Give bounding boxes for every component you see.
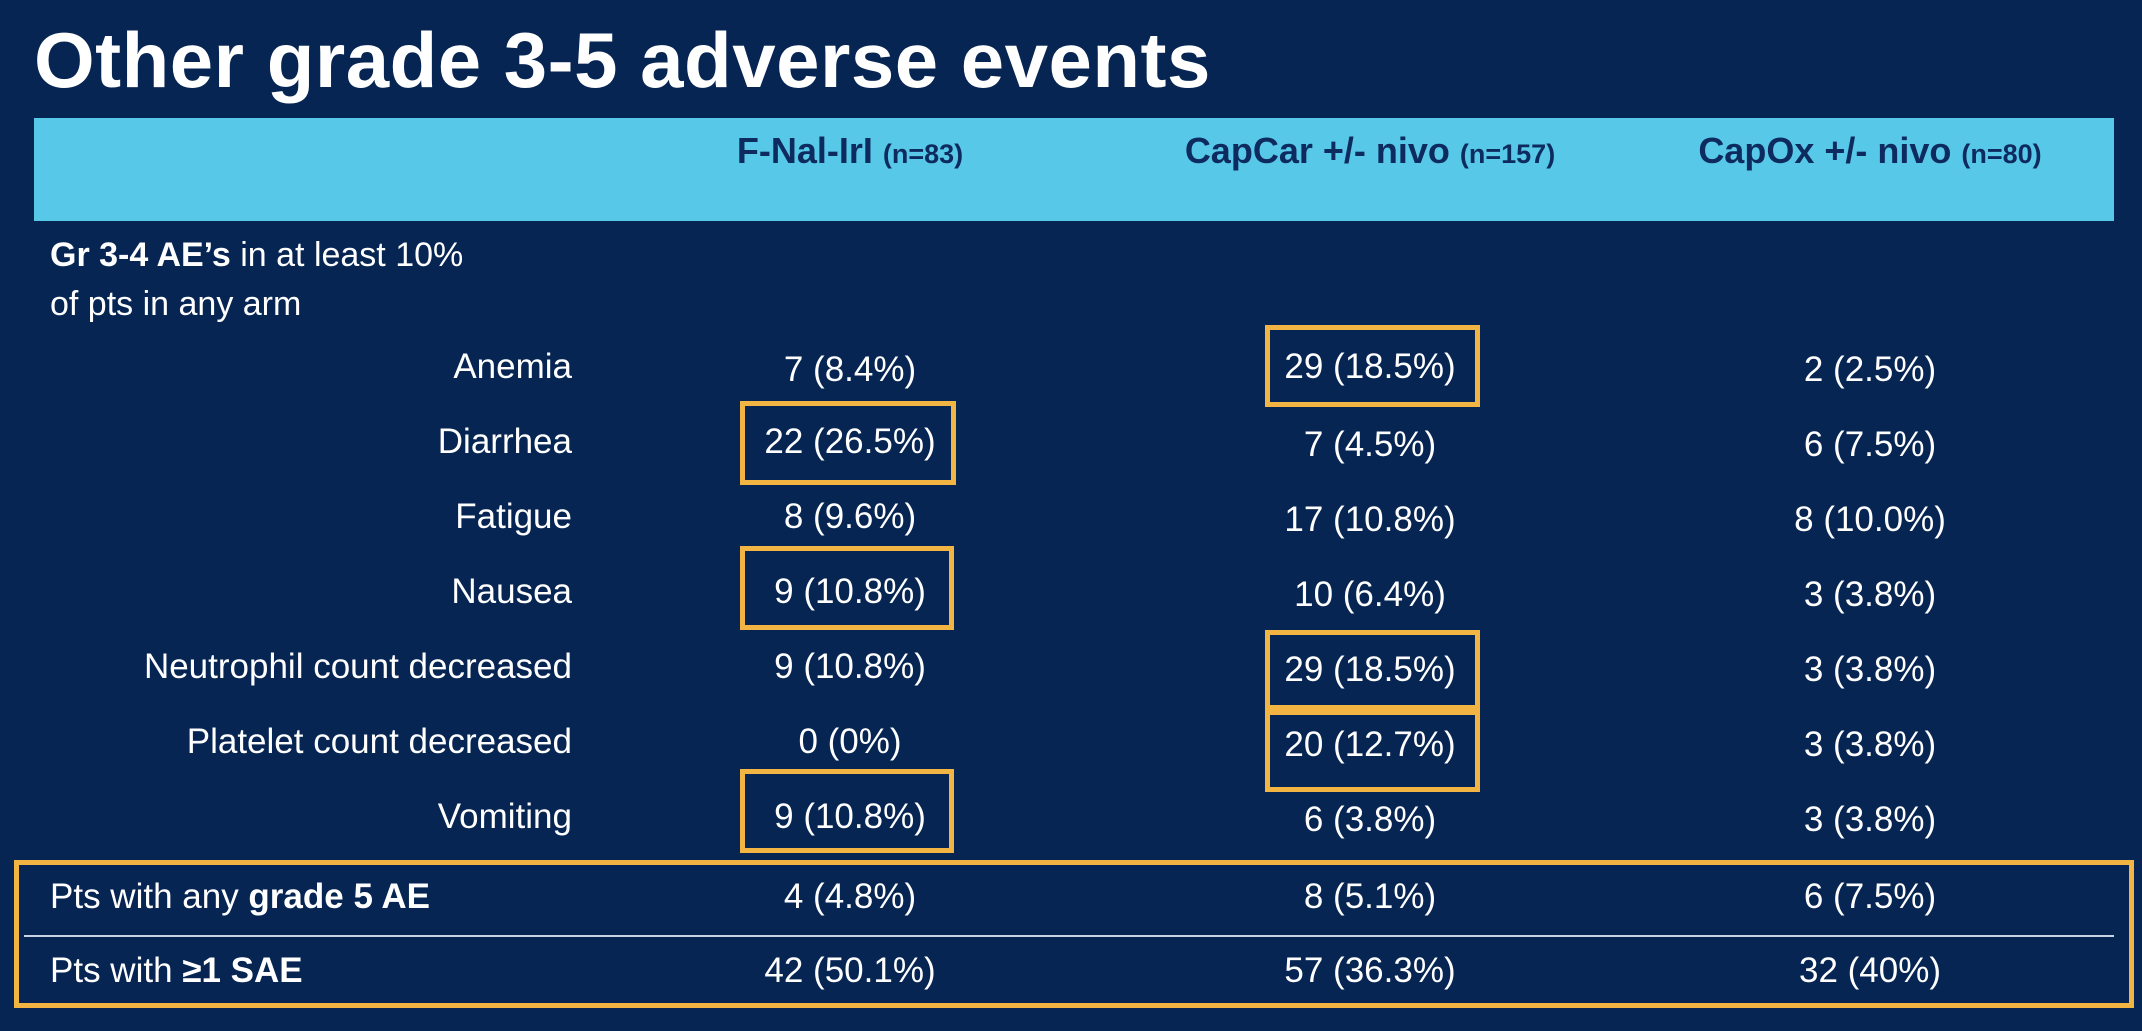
summary-label-prefix: Pts with any [50,877,249,916]
section-label-rest: in at least 10% [230,236,464,274]
summary-label-bold: ≥1 SAE [182,951,303,990]
slide-title: Other grade 3-5 adverse events [34,16,1211,104]
section-label: Gr 3-4 AE’s in at least 10% of pts in an… [50,231,463,329]
table-cell: 3 (3.8%) [1803,800,1937,839]
table-cell: 3 (3.8%) [1803,575,1937,614]
summary-label-prefix: Pts with [50,951,183,990]
highlight-box [740,769,954,853]
highlight-box [740,401,956,485]
column-header-band [34,118,2114,221]
row-label-neutrophil-count-decreased: Neutrophil count decreased [143,647,572,686]
table-cell: 22 (26.5%) [764,422,936,461]
summary-highlight-box [14,860,2134,1008]
row-label-platelet-count-decreased: Platelet count decreased [186,722,572,761]
table-cell: 20 (12.7%) [1284,725,1456,764]
column-header-name: CapOx +/- nivo [1698,130,1952,171]
column-header-n: (n=157) [1459,139,1556,169]
column-header-f-nal-iri: F-Nal-IrI (n=83) [620,128,1080,174]
section-label-bold: Gr 3-4 AE’s [50,236,231,274]
table-cell: 7 (8.4%) [783,350,917,389]
summary-label-bold: grade 5 AE [248,877,430,916]
table-cell: 32 (40%) [1798,951,1942,990]
table-cell: 42 (50.1%) [764,951,936,990]
highlight-box [1265,325,1480,407]
table-cell: 9 (10.8%) [774,572,926,611]
table-cell: 8 (5.1%) [1303,877,1437,916]
table-cell: 3 (3.8%) [1803,650,1937,689]
table-cell: 6 (7.5%) [1803,425,1937,464]
table-cell: 8 (9.6%) [783,497,917,536]
highlight-box [1265,630,1480,710]
table-cell: 17 (10.8%) [1284,500,1456,539]
column-header-capox: CapOx +/- nivo (n=80) [1640,128,2100,174]
highlight-box [1265,710,1480,792]
table-cell: 9 (10.8%) [774,647,926,686]
column-header-name: F-Nal-IrI [736,130,873,171]
column-header-n: (n=80) [1961,139,2042,169]
row-label-nausea: Nausea [451,572,572,611]
column-header-n: (n=83) [882,139,964,169]
column-header-name: CapCar +/- nivo [1184,130,1450,171]
section-label-line2: of pts in any arm [50,285,302,323]
table-cell: 6 (7.5%) [1803,877,1937,916]
table-cell: 7 (4.5%) [1303,425,1437,464]
table-cell: 4 (4.8%) [783,877,917,916]
column-header-capcar: CapCar +/- nivo (n=157) [1140,128,1600,174]
table-cell: 2 (2.5%) [1803,350,1937,389]
table-cell: 6 (3.8%) [1303,800,1437,839]
table-cell: 10 (6.4%) [1294,575,1446,614]
table-cell: 29 (18.5%) [1284,650,1456,689]
table-cell: 3 (3.8%) [1803,725,1937,764]
summary-label-grade5: Pts with any grade 5 AE [50,872,430,922]
table-cell: 57 (36.3%) [1284,951,1456,990]
row-label-fatigue: Fatigue [455,497,572,536]
table-cell: 8 (10.0%) [1794,500,1946,539]
highlight-box [740,546,954,630]
summary-divider [24,935,2114,937]
row-label-vomiting: Vomiting [437,797,572,836]
table-cell: 29 (18.5%) [1284,347,1456,386]
row-label-diarrhea: Diarrhea [437,422,572,461]
row-label-anemia: Anemia [453,347,572,386]
table-cell: 0 (0%) [798,722,902,761]
table-cell: 9 (10.8%) [774,797,926,836]
summary-label-sae: Pts with ≥1 SAE [50,946,303,996]
